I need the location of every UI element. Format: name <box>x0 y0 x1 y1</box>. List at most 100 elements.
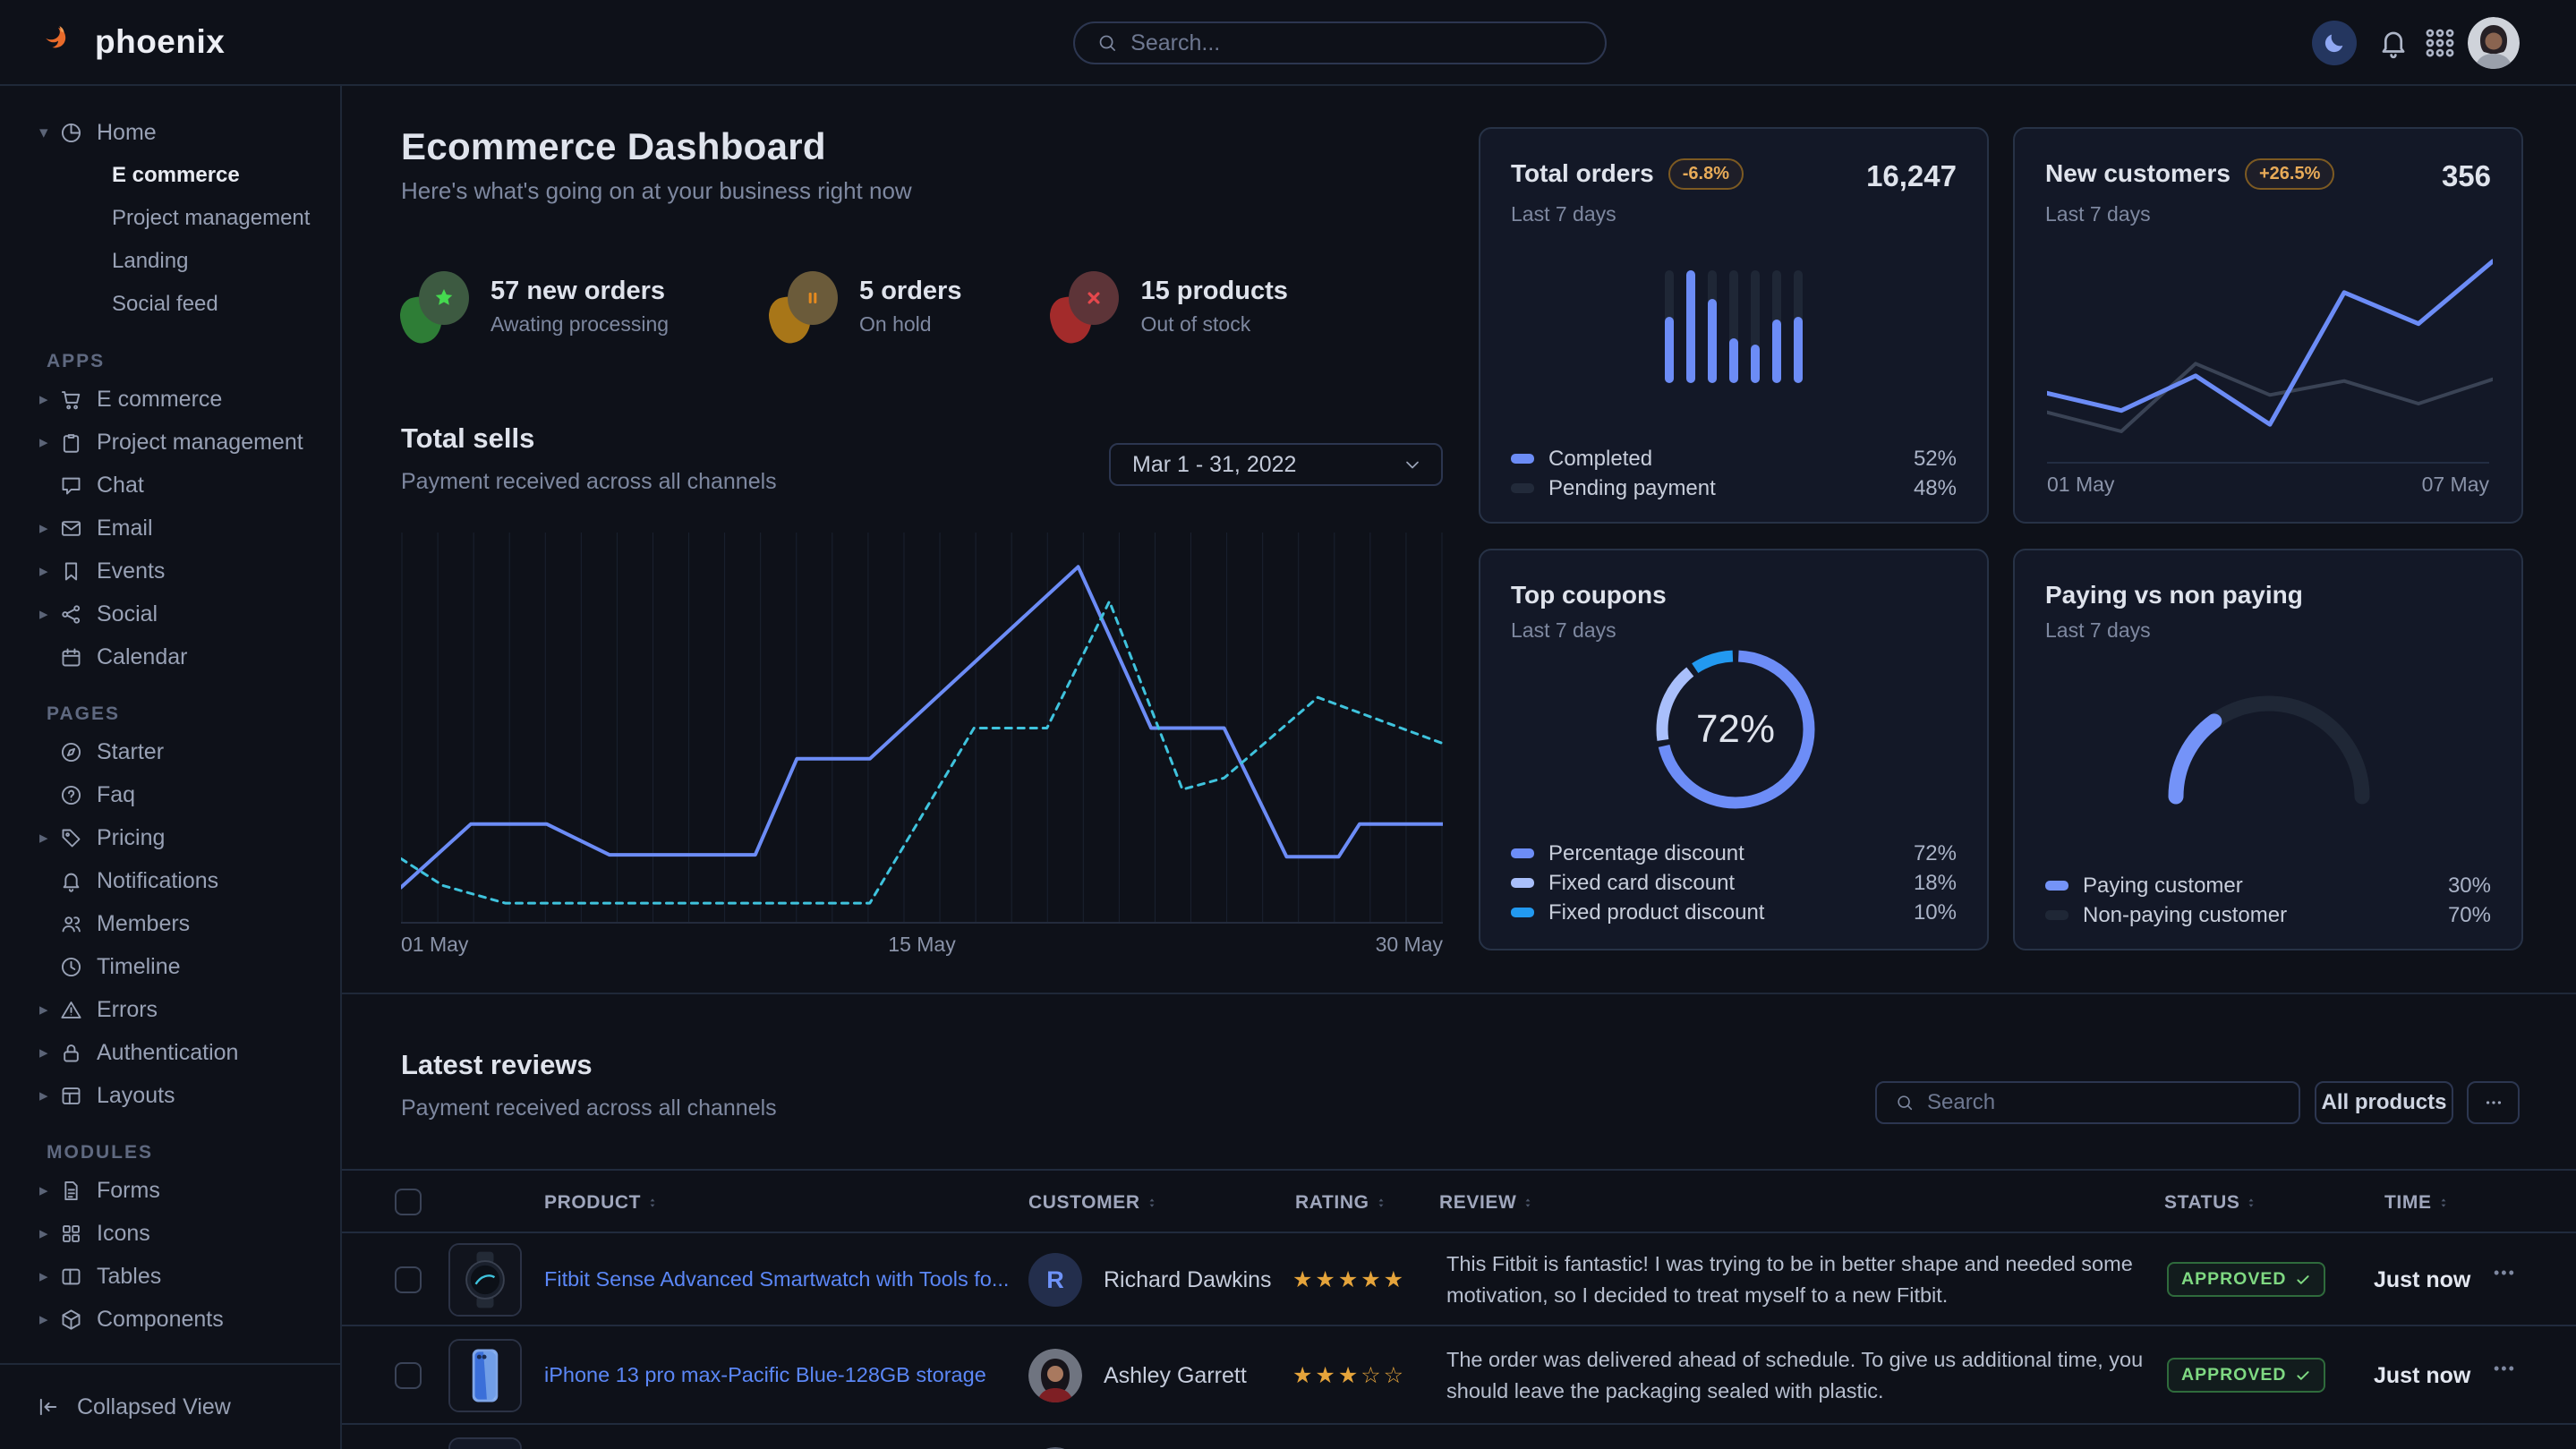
theme-toggle-button[interactable] <box>2312 21 2357 65</box>
x-icon <box>1082 286 1105 310</box>
legend-item-completed: Completed52% <box>1511 444 1957 473</box>
chevron-down-icon <box>1402 454 1423 475</box>
collapsed-view-label: Collapsed View <box>77 1394 231 1420</box>
rating-stars: ★★★★★ <box>1292 1266 1406 1293</box>
product-thumbnail[interactable] <box>448 1243 522 1317</box>
product-thumbnail[interactable] <box>448 1339 522 1412</box>
row-checkbox[interactable] <box>395 1362 422 1389</box>
x-tick-end: 30 May <box>1376 933 1443 957</box>
legend-value: 72% <box>1914 841 1957 866</box>
sidebar-item-project-management[interactable]: ▸Project management <box>0 421 340 464</box>
sidebar-item-e-commerce[interactable]: ▸E commerce <box>0 378 340 421</box>
more-options-button[interactable] <box>2467 1081 2520 1124</box>
total-orders-value: 16,247 <box>1866 159 1957 193</box>
global-search-input[interactable] <box>1130 30 1583 56</box>
column-header-label: CUSTOMER <box>1028 1192 1140 1214</box>
reviews-search-input[interactable] <box>1927 1090 2281 1115</box>
sidebar-section-pages: PAGES <box>0 703 340 725</box>
row-actions-button[interactable]: ••• <box>2494 1264 2516 1283</box>
user-avatar[interactable] <box>2468 17 2520 69</box>
all-products-button[interactable]: All products <box>2315 1081 2453 1124</box>
clipboard-icon <box>59 430 83 455</box>
total-orders-badge: -6.8% <box>1668 158 1744 190</box>
x-right-label: 07 May <box>2422 473 2489 497</box>
apps-grid-icon[interactable] <box>2423 26 2457 60</box>
stat-text: 5 ordersOn hold <box>859 269 961 337</box>
total-sells-x-axis: 01 May 15 May 30 May <box>401 933 1443 957</box>
legend-label: Paying customer <box>2083 874 2243 899</box>
stat-circle-shape <box>419 271 469 325</box>
order-bar <box>1794 270 1803 383</box>
brand-logo[interactable]: phoenix <box>39 21 225 63</box>
sidebar-subitem-landing[interactable]: Landing <box>0 240 340 283</box>
column-header-review[interactable]: REVIEW <box>1439 1192 1534 1214</box>
sidebar-item-starter[interactable]: Starter <box>0 730 340 773</box>
global-search[interactable] <box>1073 21 1607 64</box>
column-header-product[interactable]: PRODUCT <box>544 1192 659 1214</box>
sidebar-item-icons[interactable]: ▸Icons <box>0 1212 340 1255</box>
section-divider <box>342 993 2576 994</box>
row-checkbox[interactable] <box>395 1266 422 1293</box>
notifications-bell-icon[interactable] <box>2376 26 2410 60</box>
customer-avatar[interactable] <box>1028 1349 1082 1402</box>
sidebar-item-faq[interactable]: Faq <box>0 773 340 816</box>
total-sells-subtitle: Payment received across all channels <box>401 469 777 495</box>
moon-icon <box>2322 30 2347 55</box>
product-thumbnail[interactable] <box>448 1437 522 1449</box>
legend-item-non-paying-customer: Non-paying customer70% <box>2045 900 2491 930</box>
sidebar-subitem-e-commerce[interactable]: E commerce <box>0 154 340 197</box>
chat-icon <box>59 473 83 498</box>
box-icon <box>59 1308 83 1332</box>
sidebar-item-layouts[interactable]: ▸Layouts <box>0 1074 340 1117</box>
select-all-checkbox[interactable] <box>395 1189 422 1215</box>
customer-avatar[interactable]: R <box>1028 1253 1082 1307</box>
date-range-select[interactable]: Mar 1 - 31, 2022 <box>1109 443 1443 486</box>
column-header-rating[interactable]: RATING <box>1295 1192 1387 1214</box>
sidebar-item-calendar[interactable]: Calendar <box>0 635 340 678</box>
row-actions-button[interactable]: ••• <box>2494 1360 2516 1378</box>
customer-name: Richard Dawkins <box>1104 1267 1272 1293</box>
paying-gauge-chart <box>2157 685 2381 805</box>
sidebar-item-errors[interactable]: ▸Errors <box>0 988 340 1031</box>
sidebar-item-social[interactable]: ▸Social <box>0 592 340 635</box>
column-header-time[interactable]: TIME <box>2384 1192 2450 1214</box>
table-row: iPhone 13 pro max-Pacific Blue-128GB sto… <box>342 1326 2576 1425</box>
sidebar-item-timeline[interactable]: Timeline <box>0 945 340 988</box>
caret-right-icon: ▸ <box>39 518 59 539</box>
column-header-customer[interactable]: CUSTOMER <box>1028 1192 1158 1214</box>
sidebar-item-notifications[interactable]: Notifications <box>0 859 340 902</box>
sidebar-item-chat[interactable]: Chat <box>0 464 340 507</box>
new-customers-title: New customers <box>2045 159 2231 188</box>
sidebar-item-label: Tables <box>97 1264 161 1290</box>
bookmark-icon <box>59 559 83 584</box>
column-header-status[interactable]: STATUS <box>2164 1192 2257 1214</box>
product-link[interactable]: iPhone 13 pro max-Pacific Blue-128GB sto… <box>544 1363 986 1387</box>
sidebar-item-components[interactable]: ▸Components <box>0 1298 340 1341</box>
sidebar-item-members[interactable]: Members <box>0 902 340 945</box>
product-link[interactable]: Fitbit Sense Advanced Smartwatch with To… <box>544 1267 1009 1291</box>
sort-icon <box>2245 1194 2257 1212</box>
sidebar-item-tables[interactable]: ▸Tables <box>0 1255 340 1298</box>
sidebar-subitem-social-feed[interactable]: Social feed <box>0 283 340 326</box>
sidebar-item-authentication[interactable]: ▸Authentication <box>0 1031 340 1074</box>
sidebar-item-events[interactable]: ▸Events <box>0 550 340 592</box>
caret-down-icon: ▾ <box>39 123 59 143</box>
sidebar: ▾HomeE commerceProject managementLanding… <box>0 86 342 1449</box>
reviews-search[interactable] <box>1875 1081 2300 1124</box>
sidebar-item-label: Calendar <box>97 644 187 670</box>
sidebar-item-pricing[interactable]: ▸Pricing <box>0 816 340 859</box>
legend-value: 52% <box>1914 447 1957 472</box>
stat-value: 57 new orders <box>490 269 669 306</box>
sidebar-item-label: Forms <box>97 1178 160 1204</box>
sidebar-item-home[interactable]: ▾Home <box>0 111 340 154</box>
sidebar-subitem-project-management[interactable]: Project management <box>0 197 340 240</box>
total-sells-chart <box>401 533 1443 924</box>
sidebar-item-email[interactable]: ▸Email <box>0 507 340 550</box>
lock-icon <box>59 1041 83 1065</box>
order-bar-fill <box>1794 317 1803 383</box>
sidebar-item-label: Authentication <box>97 1040 238 1066</box>
stat-circle-shape <box>788 271 838 325</box>
stat-out-of-stock: 15 productsOut of stock <box>1051 269 1287 350</box>
collapsed-view-toggle[interactable]: Collapsed View <box>0 1363 340 1449</box>
sidebar-item-forms[interactable]: ▸Forms <box>0 1169 340 1212</box>
